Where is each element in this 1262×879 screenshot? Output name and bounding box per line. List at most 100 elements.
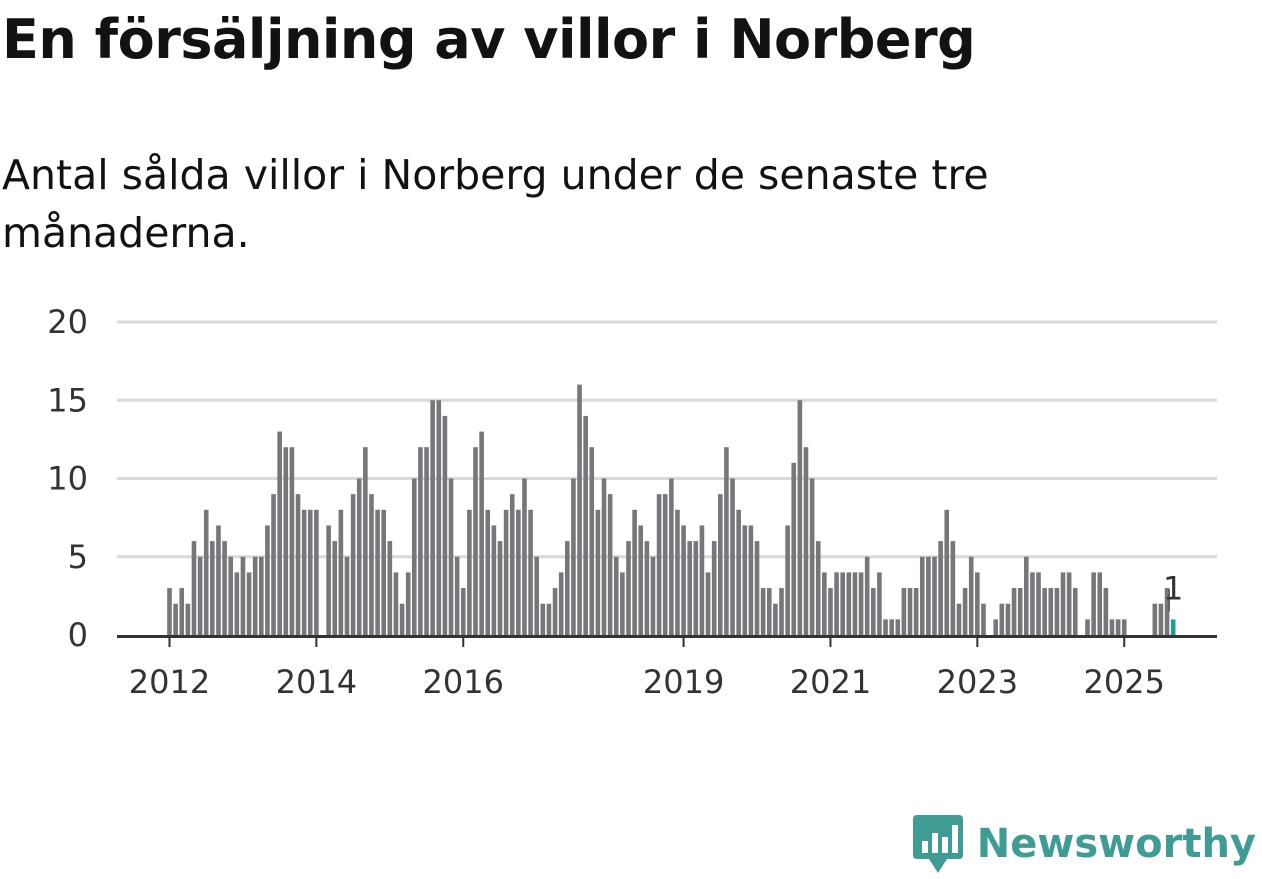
bar (864, 556, 870, 635)
bar (785, 525, 790, 635)
annotation-label: 1 (1163, 569, 1183, 607)
bar (583, 415, 588, 635)
bar (669, 478, 674, 635)
bar (1011, 588, 1017, 635)
bar (1042, 588, 1047, 635)
bar (968, 556, 974, 635)
bar (956, 603, 962, 635)
bar (662, 494, 668, 635)
bar (877, 572, 882, 635)
bar (834, 572, 839, 635)
bar (907, 588, 913, 635)
bar (1121, 619, 1127, 635)
bar (675, 509, 680, 635)
bar (644, 541, 650, 635)
bar (552, 588, 558, 635)
bar (932, 556, 937, 635)
bar (1024, 556, 1029, 635)
bar (412, 478, 417, 635)
x-axis (117, 635, 1217, 647)
bar (638, 525, 644, 635)
bar (191, 541, 197, 635)
bar (424, 447, 429, 635)
bar (1170, 619, 1176, 635)
bar (993, 619, 998, 635)
bar (454, 556, 460, 635)
bar (528, 509, 533, 635)
newsworthy-logo-icon (912, 815, 963, 873)
bar (711, 541, 717, 635)
bar (516, 509, 521, 635)
bar (546, 603, 552, 635)
bar (240, 556, 246, 635)
brand: Newsworthy (912, 815, 1256, 873)
bar (901, 588, 907, 635)
bar (363, 447, 368, 635)
bar (399, 603, 405, 635)
bar (607, 494, 613, 635)
bar (650, 556, 656, 635)
bar (558, 572, 564, 635)
bar (730, 478, 735, 635)
bar (289, 447, 295, 635)
bar (742, 525, 748, 635)
bar (418, 447, 423, 635)
bar (681, 525, 686, 635)
bar (301, 509, 307, 635)
x-tick-label: 2016 (423, 663, 504, 701)
bar (485, 509, 491, 635)
bar (589, 447, 595, 635)
bar (356, 478, 362, 635)
bar (626, 541, 631, 635)
bar (185, 603, 191, 635)
bar (797, 400, 803, 635)
bar (381, 509, 386, 635)
bar (871, 588, 876, 635)
bar (491, 525, 497, 635)
bar (338, 509, 344, 635)
bar (283, 447, 289, 635)
bar (234, 572, 240, 635)
bar (473, 447, 478, 635)
bar (693, 541, 699, 635)
x-tick-label: 2012 (129, 663, 210, 701)
bar (632, 509, 637, 635)
bar (369, 494, 374, 635)
bar (1017, 588, 1023, 635)
bar (760, 588, 766, 635)
bar (442, 415, 448, 635)
bar (656, 494, 662, 635)
x-tick-label: 2021 (790, 663, 871, 701)
bar (565, 541, 570, 635)
bar (975, 572, 980, 635)
bar (601, 478, 607, 635)
bar (822, 572, 827, 635)
bar (926, 556, 931, 635)
bar (252, 556, 258, 635)
bar (295, 494, 301, 635)
bar (718, 494, 723, 635)
bar (999, 603, 1005, 635)
bar (724, 447, 729, 635)
bar (1060, 572, 1066, 635)
chart-subtitle: Antal sålda villor i Norberg under de se… (2, 151, 989, 257)
bar (497, 541, 503, 635)
bar (938, 541, 943, 635)
bar (375, 509, 380, 635)
bar (222, 541, 227, 635)
bar (203, 509, 209, 635)
bar (1030, 572, 1035, 635)
bar (962, 588, 968, 635)
bar (950, 541, 956, 635)
bar (766, 588, 772, 635)
bar (179, 588, 185, 635)
bar (197, 556, 203, 635)
bar (167, 588, 172, 635)
bar (620, 572, 625, 635)
bar (344, 556, 350, 635)
bar (1152, 603, 1158, 635)
x-tick-label: 2019 (643, 663, 724, 701)
y-tick-label: 5 (68, 538, 88, 576)
bar (773, 603, 778, 635)
bar (809, 478, 815, 635)
